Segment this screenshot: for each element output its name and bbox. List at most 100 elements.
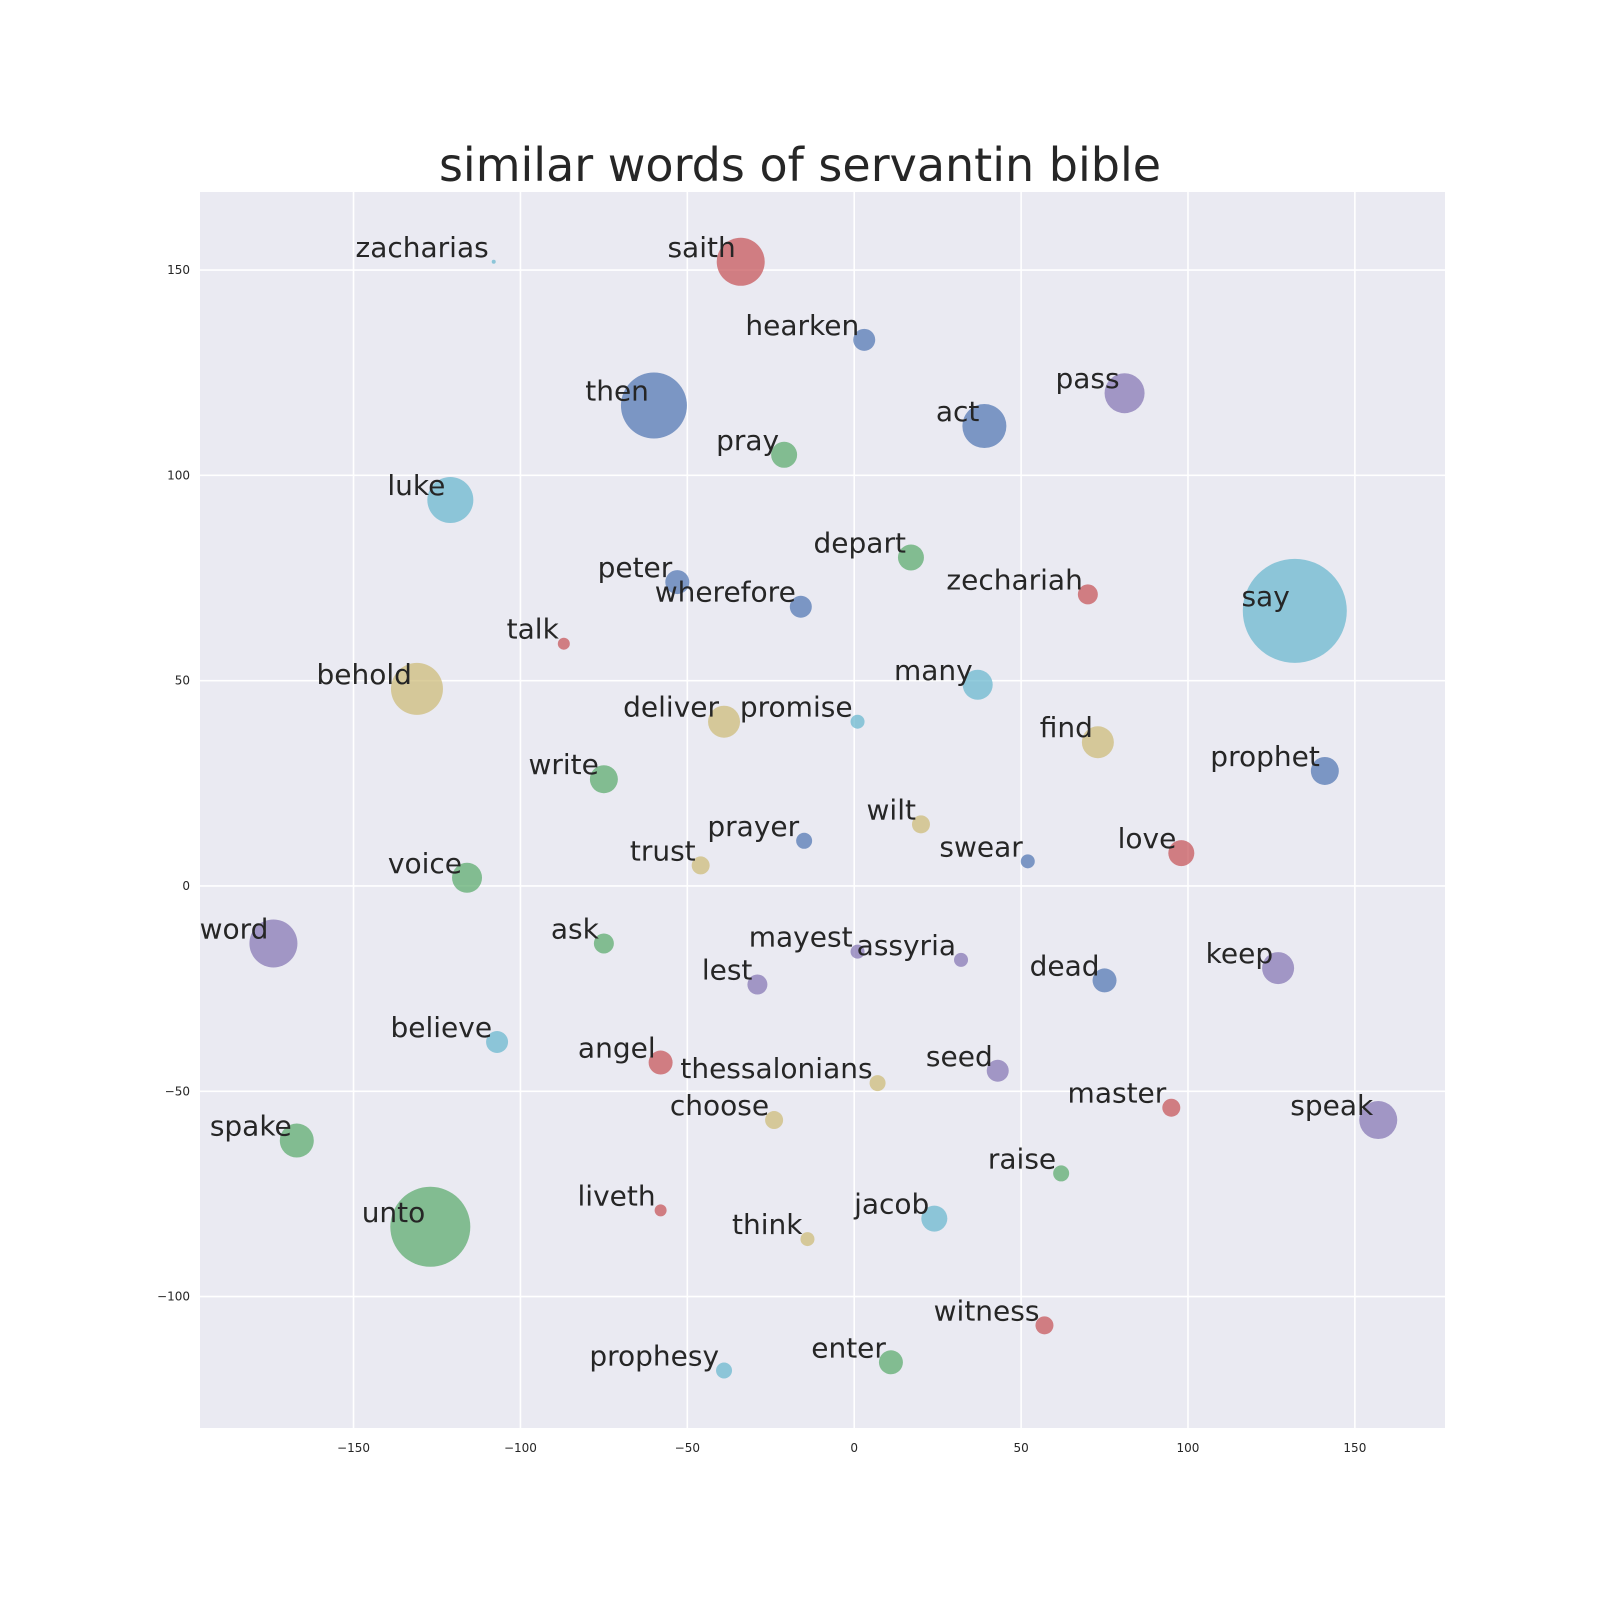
point-jacob	[921, 1205, 948, 1232]
point-hearken	[853, 328, 876, 351]
point-peter	[665, 570, 690, 595]
point-swear	[1020, 854, 1035, 869]
point-wherefore	[789, 595, 812, 618]
label-mayest: mayest	[749, 921, 853, 954]
label-depart: depart	[814, 526, 906, 559]
y-tick-label: −100	[157, 1290, 190, 1304]
point-lest	[747, 974, 768, 995]
point-prophesy	[716, 1362, 733, 1379]
point-pass	[1104, 373, 1145, 414]
y-tick-label: 50	[175, 674, 190, 688]
label-witness: witness	[934, 1294, 1040, 1327]
label-luke: luke	[387, 469, 445, 502]
point-voice	[452, 862, 483, 893]
label-prophet: prophet	[1210, 740, 1320, 773]
point-wilt	[911, 815, 930, 834]
label-prophesy: prophesy	[589, 1340, 719, 1373]
point-behold	[390, 662, 443, 715]
label-find: find	[1040, 711, 1093, 744]
point-pray	[771, 441, 798, 468]
label-thessalonians: thessalonians	[680, 1052, 872, 1085]
label-master: master	[1068, 1077, 1167, 1110]
x-tick-label: 100	[1177, 1441, 1200, 1455]
point-write	[589, 765, 618, 794]
y-tick-label: −50	[165, 1084, 190, 1098]
point-think	[800, 1232, 815, 1247]
point-witness	[1035, 1316, 1054, 1335]
label-promise: promise	[740, 691, 853, 724]
label-say: say	[1241, 580, 1289, 613]
label-enter: enter	[811, 1331, 886, 1364]
point-thessalonians	[869, 1075, 886, 1092]
point-deliver	[708, 705, 741, 738]
label-wherefore: wherefore	[655, 576, 796, 609]
label-hearken: hearken	[745, 309, 859, 342]
point-spake	[279, 1123, 314, 1158]
label-think: think	[732, 1208, 803, 1241]
label-love: love	[1118, 822, 1177, 855]
label-speak: speak	[1290, 1089, 1374, 1122]
label-talk: talk	[507, 613, 560, 646]
label-peter: peter	[598, 551, 673, 584]
label-behold: behold	[317, 658, 412, 691]
point-speak	[1359, 1101, 1398, 1140]
point-believe	[486, 1031, 509, 1054]
point-zacharias	[491, 259, 496, 264]
grid	[200, 192, 1445, 1428]
label-believe: believe	[390, 1011, 492, 1044]
label-zacharias: zacharias	[356, 231, 489, 264]
point-find	[1081, 726, 1114, 759]
y-tick-label: 100	[167, 468, 190, 482]
point-trust	[691, 856, 710, 875]
label-raise: raise	[988, 1142, 1056, 1175]
point-unto	[390, 1186, 471, 1267]
label-wilt: wilt	[867, 793, 916, 826]
label-liveth: liveth	[578, 1179, 656, 1212]
point-say	[1242, 558, 1347, 663]
point-master	[1162, 1098, 1181, 1117]
point-act	[962, 404, 1007, 449]
label-pray: pray	[716, 424, 779, 457]
x-tick-label: −50	[675, 1441, 700, 1455]
axis-ticks: −150 −100 −50 0 50 100 150 150 100 50 0 −50 −100	[157, 263, 1366, 1455]
points	[249, 237, 1398, 1379]
label-jacob: jacob	[853, 1188, 929, 1221]
label-ask: ask	[551, 912, 600, 945]
x-tick-label: 150	[1343, 1441, 1366, 1455]
x-tick-label: −100	[504, 1441, 537, 1455]
point-word	[249, 919, 298, 968]
x-tick-label: −150	[337, 1441, 370, 1455]
point-luke	[427, 476, 474, 523]
point-seed	[986, 1059, 1009, 1082]
point-liveth	[654, 1204, 667, 1217]
label-assyria: assyria	[857, 929, 956, 962]
label-dead: dead	[1030, 949, 1100, 982]
point-ask	[593, 933, 614, 954]
point-then	[620, 372, 687, 439]
point-zechariah	[1077, 584, 1098, 605]
label-seed: seed	[926, 1040, 993, 1073]
point-saith	[716, 237, 765, 286]
label-voice: voice	[388, 847, 462, 880]
label-saith: saith	[667, 231, 735, 264]
label-word: word	[200, 912, 269, 945]
y-tick-label: 0	[182, 879, 190, 893]
plot-area	[200, 192, 1445, 1428]
label-spake: spake	[210, 1110, 292, 1143]
point-assyria	[954, 952, 969, 967]
x-tick-label: 0	[850, 1441, 858, 1455]
chart-title: similar words of servantin bible	[438, 138, 1162, 192]
point-depart	[897, 544, 924, 571]
x-tick-label: 50	[1013, 1441, 1028, 1455]
label-then: then	[585, 375, 649, 408]
point-talk	[557, 637, 570, 650]
label-pass: pass	[1055, 362, 1119, 395]
point-prayer	[796, 832, 813, 849]
point-dead	[1092, 968, 1117, 993]
label-swear: swear	[939, 830, 1023, 863]
label-zechariah: zechariah	[946, 563, 1082, 596]
point-choose	[765, 1111, 784, 1130]
point-prophet	[1310, 756, 1339, 785]
label-act: act	[936, 395, 980, 428]
